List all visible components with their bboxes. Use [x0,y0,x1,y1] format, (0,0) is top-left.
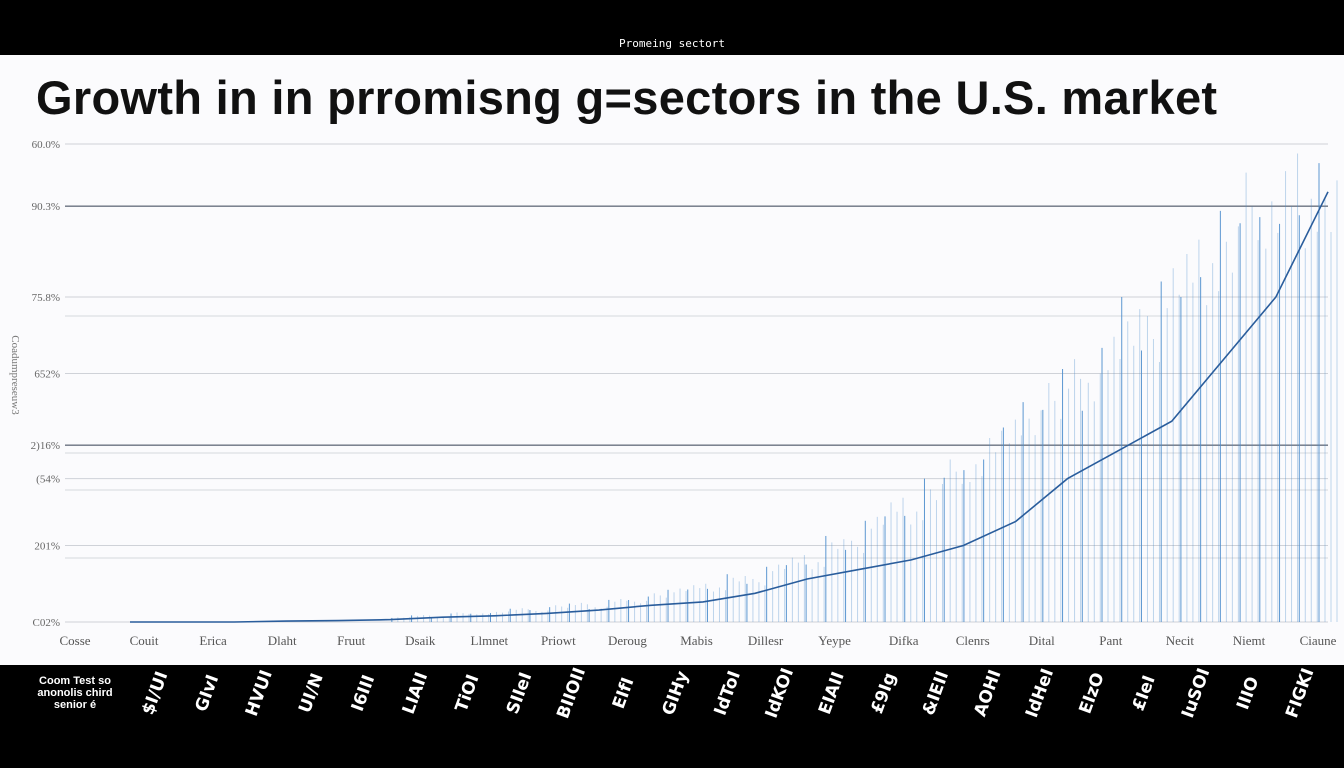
chart-title: Growth in in prromisng g=sectors in the … [36,71,1218,124]
bottom-label: IdHeI [1022,666,1058,720]
bottom-label: GIHy [659,668,693,718]
bottom-label: TiOI [452,672,484,715]
x-tick-label: Dital [1029,633,1055,648]
y-axis-label: Coadumpreseuw3 [9,335,21,415]
legend-note: Coom Test so anonolis chird senior é [37,675,113,711]
bottom-label: BIIOII [553,665,590,721]
x-tick-label: Priowt [541,633,576,648]
x-tick-label: Mabis [680,633,713,648]
x-tick-label: Dsaik [405,633,436,648]
y-tick-label: C02% [33,617,61,629]
bottom-label: IuSOI [1178,666,1214,721]
bottom-bar [0,665,1344,768]
x-tick-label: Llmnet [471,633,509,648]
chart-caption: Promeing sectort [619,37,725,50]
x-tick-label: Couit [130,633,159,648]
x-tick-label: Niemt [1233,633,1266,648]
top-bar: Promeing sectort [0,0,1344,55]
trend-line [130,191,1329,623]
y-tick-label: 201% [34,541,60,553]
bottom-label: I6III [348,672,379,714]
bottom-label: &IEII [919,669,953,719]
x-tick-label: Difka [889,633,919,648]
bottom-label: IdKOI [762,666,798,721]
y-tick-label: 60.0% [32,139,60,151]
bottom-label: EIzO [1075,670,1108,717]
bottom-label: EIfI [609,675,639,712]
y-tick-label: (54% [36,474,60,486]
x-tick-label: Pant [1099,633,1123,648]
y-tick-label: 652% [34,368,60,380]
bottom-label: EIAII [815,669,849,717]
y-tick-label: 2)16% [31,440,60,452]
y-tick-label: 75.8% [32,292,60,304]
bottom-label: £IeI [1129,673,1160,714]
x-tick-label: Dlaht [268,633,297,648]
x-tick-label: Necit [1166,633,1195,648]
x-tick-label: Yeype [818,633,851,648]
x-tick-label: Clenrs [956,633,990,648]
chart-panel [0,55,1344,665]
bottom-label: FIGKI [1282,666,1318,721]
x-tick-label: Ciaune [1300,633,1337,648]
y-tick-label: 90.3% [32,201,60,213]
bottom-label: UI/N [295,671,328,716]
bottom-label: HVUI [242,668,277,719]
bottom-label: GIvI [192,672,224,714]
x-tick-label: Deroug [608,633,647,648]
bottom-label: AOHI [970,667,1005,719]
bottom-label: SIIeI [503,670,536,717]
bottom-label: IdToI [711,668,745,718]
x-tick-label: Dillesr [748,633,784,648]
bottom-label: £9Ig [867,670,900,716]
bottom-label: $I/UI [138,669,172,718]
x-tick-label: Cosse [59,633,90,648]
bottom-label: IIIO [1233,674,1263,712]
x-tick-label: Erica [199,633,227,648]
bottom-label: LIAII [399,670,432,717]
x-tick-label: Fruut [337,633,366,648]
